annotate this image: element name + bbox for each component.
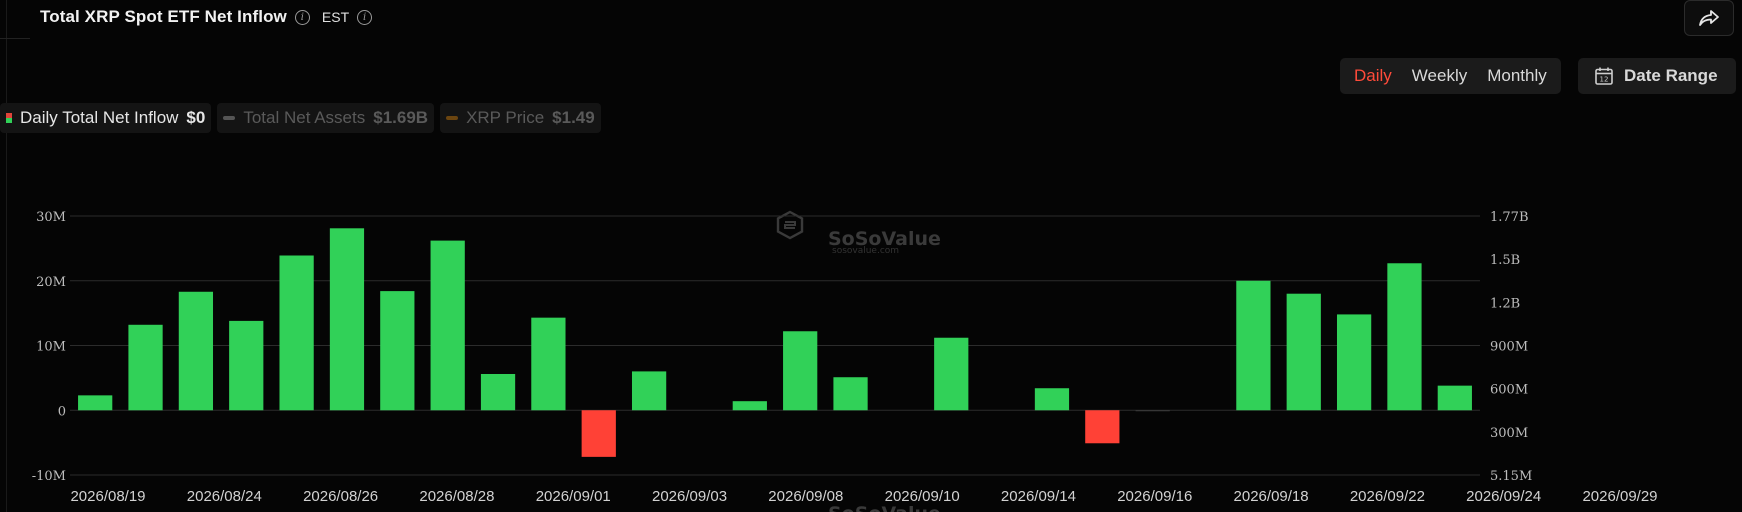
x-tick-label: 2026/09/10 — [885, 488, 960, 505]
x-tick-label: 2026/09/14 — [1001, 488, 1076, 505]
bar — [1236, 280, 1271, 411]
legend-value: $1.49 — [552, 108, 595, 127]
sosovalue-logo-icon — [776, 210, 804, 240]
timezone-info-icon[interactable]: i — [357, 9, 373, 25]
watermark-brand: SoSoValue — [828, 228, 941, 250]
x-tick-label: 2026/09/24 — [1466, 488, 1541, 505]
y-right-tick-label: 900M — [1490, 340, 1528, 355]
info-icon[interactable]: i — [294, 9, 310, 25]
bar — [1085, 410, 1120, 444]
line-swatch-icon — [446, 116, 459, 120]
y-right-tick-label: 1.2B — [1490, 296, 1520, 311]
period-selector: Daily Weekly Monthly — [1340, 58, 1561, 94]
x-tick-label: 2026/09/01 — [536, 488, 611, 505]
bar — [178, 291, 214, 411]
legend-item-daily-net-inflow[interactable]: Daily Total Net Inflow $0 — [0, 103, 212, 133]
bar — [128, 324, 163, 411]
x-tick-label: 2026/09/16 — [1117, 488, 1192, 505]
x-tick-label: 2026/08/24 — [187, 488, 262, 505]
y-left-tick-label: 10M — [36, 340, 66, 355]
bar — [1135, 410, 1170, 412]
x-tick-label: 2026/09/08 — [768, 488, 843, 505]
bar — [1034, 388, 1070, 411]
share-button[interactable] — [1684, 0, 1734, 36]
x-axis: 2026/08/19 2026/08/24 2026/08/26 2026/08/28… — [70, 488, 1657, 505]
line-swatch-icon — [223, 116, 236, 120]
bar — [380, 291, 415, 411]
watermark-site: sosovalue.com — [832, 246, 899, 256]
header-rule — [0, 38, 30, 39]
bar — [531, 317, 566, 411]
bar — [229, 320, 264, 411]
bottom-watermark: SoSoValue — [828, 503, 941, 512]
sosovalue-watermark: SoSoValue sosovalue.com — [776, 210, 941, 256]
y-right-tick-label: 1.77B — [1490, 210, 1529, 225]
y-axis-right: 1.77B 1.5B 1.2B 900M 600M 300M 5.15M — [1490, 210, 1532, 484]
bar — [732, 401, 767, 411]
bar — [480, 373, 516, 411]
bar — [783, 331, 818, 411]
y-axis-left: 30M 20M 10M 0 -10M — [32, 210, 66, 484]
legend-value: $1.69B — [373, 108, 429, 127]
x-tick-label: 2026/08/19 — [70, 488, 145, 505]
legend-item-xrp-price[interactable]: XRP Price $1.49 — [440, 103, 601, 133]
bar-swatch-icon — [6, 113, 12, 123]
bar — [1437, 385, 1472, 411]
x-tick-label: 2026/09/03 — [652, 488, 727, 505]
y-left-tick-label: -10M — [32, 469, 66, 484]
y-left-tick-label: 30M — [36, 210, 66, 225]
period-weekly-button[interactable]: Weekly — [1411, 66, 1468, 85]
bar — [1286, 293, 1321, 411]
y-right-tick-label: 1.5B — [1490, 253, 1520, 268]
bars-series — [78, 228, 1472, 457]
y-right-tick-label: 600M — [1490, 383, 1528, 398]
period-monthly-button[interactable]: Monthly — [1487, 66, 1547, 85]
bar — [1336, 314, 1372, 411]
timezone-label: EST — [321, 9, 350, 25]
y-right-tick-label: 5.15M — [1490, 469, 1532, 484]
bar — [430, 240, 465, 411]
bar — [833, 377, 868, 411]
legend-label: Total Net Assets — [243, 108, 366, 127]
y-left-tick-label: 20M — [36, 275, 66, 290]
chart-title: Total XRP Spot ETF Net Inflow — [40, 7, 287, 26]
date-range-button[interactable]: 12 Date Range — [1578, 58, 1736, 94]
bar — [1387, 263, 1422, 411]
x-tick-label: 2026/08/26 — [303, 488, 378, 505]
share-arrow-icon — [1699, 10, 1719, 26]
y-left-tick-label: 0 — [58, 404, 66, 419]
bar — [934, 337, 969, 411]
bar — [581, 410, 616, 457]
bar — [78, 395, 113, 411]
x-tick-label: 2026/08/28 — [419, 488, 494, 505]
y-right-tick-label: 300M — [1490, 426, 1528, 441]
bar — [279, 255, 314, 411]
watermark-brand-bottom: SoSoValue — [828, 503, 941, 512]
legend-value: $0 — [186, 108, 206, 127]
bar — [329, 228, 365, 411]
x-tick-label: 2026/09/29 — [1582, 488, 1657, 505]
calendar-day-label: 12 — [1600, 76, 1609, 84]
calendar-icon: 12 — [1595, 67, 1613, 85]
panel-left-border — [0, 0, 7, 512]
date-range-label: Date Range — [1624, 66, 1718, 85]
x-tick-label: 2026/09/22 — [1350, 488, 1425, 505]
period-daily-button[interactable]: Daily — [1354, 66, 1392, 85]
legend-label: XRP Price — [466, 108, 545, 127]
chart-legend: Daily Total Net Inflow $0 Total Net Asse… — [0, 103, 601, 133]
bar — [631, 371, 667, 411]
legend-item-total-net-assets[interactable]: Total Net Assets $1.69B — [217, 103, 435, 133]
x-tick-label: 2026/09/18 — [1234, 488, 1309, 505]
legend-label: Daily Total Net Inflow — [20, 108, 179, 127]
title-row: Total XRP Spot ETF Net Inflow i EST i — [40, 2, 373, 32]
